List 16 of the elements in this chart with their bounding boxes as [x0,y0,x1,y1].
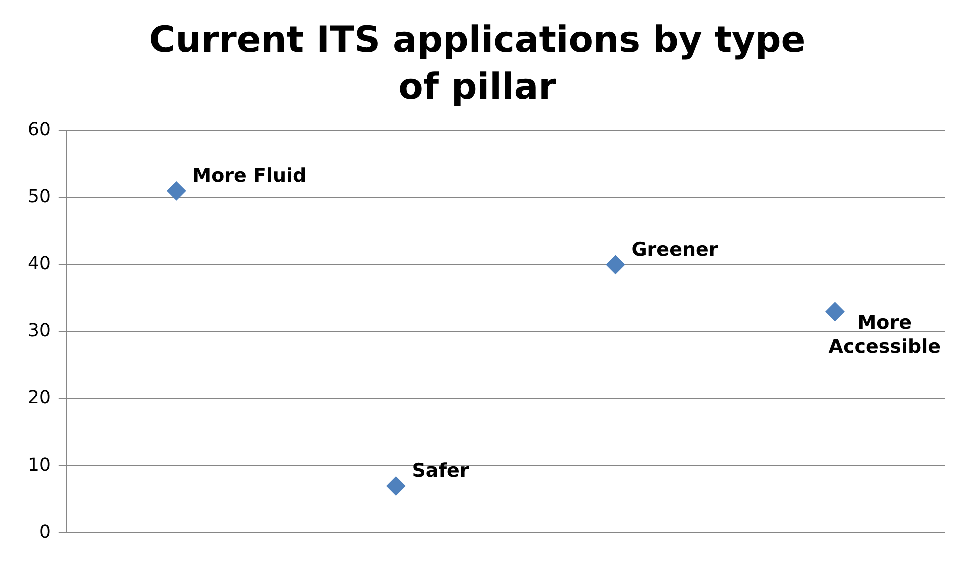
y-tick-label: 20 [28,387,51,408]
y-tick-label: 40 [28,253,51,274]
data-label: Safer [412,460,470,482]
y-tick-label: 30 [28,320,51,342]
data-label: More Fluid [192,164,307,187]
y-tick-label: 60 [28,119,51,140]
data-label: Greener [632,238,719,260]
point [826,302,845,321]
y-tick-label: 0 [39,521,51,542]
point [386,476,406,496]
point [606,255,626,274]
chart-title: Current ITS applications by type of pillar [148,19,807,110]
y-tick-label: 50 [28,186,51,208]
point [167,181,186,200]
data-label: More Accessible [828,311,941,358]
y-tick-label: 10 [28,454,51,476]
